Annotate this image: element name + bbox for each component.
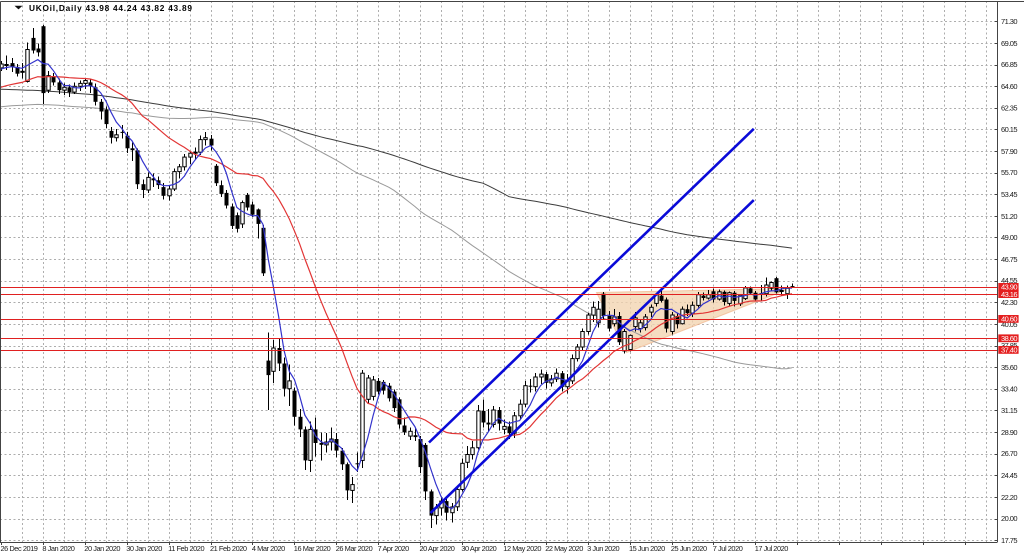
svg-text:51.20: 51.20 (1001, 212, 1017, 221)
svg-text:44.55: 44.55 (1001, 276, 1017, 285)
svg-text:60.15: 60.15 (1001, 125, 1017, 134)
svg-text:43.16: 43.16 (1001, 290, 1017, 299)
svg-text:7 Jul 2020: 7 Jul 2020 (713, 544, 743, 553)
svg-text:28.90: 28.90 (1001, 428, 1017, 437)
svg-text:40.60: 40.60 (1001, 315, 1017, 324)
svg-text:37.40: 37.40 (1001, 346, 1017, 355)
svg-text:53.45: 53.45 (1001, 190, 1017, 199)
svg-text:30 Jan 2020: 30 Jan 2020 (126, 544, 162, 553)
svg-text:26 Mar 2020: 26 Mar 2020 (336, 544, 373, 553)
svg-text:20 Apr 2020: 20 Apr 2020 (420, 544, 455, 553)
svg-text:64.60: 64.60 (1001, 82, 1017, 91)
svg-text:69.05: 69.05 (1001, 39, 1017, 48)
svg-text:20 Jan 2020: 20 Jan 2020 (84, 544, 120, 553)
svg-text:31.15: 31.15 (1001, 406, 1017, 415)
svg-text:37.85: 37.85 (1001, 341, 1017, 350)
svg-text:3 Jun 2020: 3 Jun 2020 (587, 544, 619, 553)
svg-text:66.85: 66.85 (1001, 60, 1017, 69)
svg-text:26 Dec 2019: 26 Dec 2019 (1, 544, 38, 553)
svg-text:17.75: 17.75 (1001, 536, 1017, 545)
svg-text:20.00: 20.00 (1001, 514, 1017, 523)
svg-text:22.20: 22.20 (1001, 493, 1017, 502)
svg-text:40.05: 40.05 (1001, 320, 1017, 329)
svg-text:35.60: 35.60 (1001, 363, 1017, 372)
svg-text:22 May 2020: 22 May 2020 (545, 544, 583, 553)
svg-text:30 Apr 2020: 30 Apr 2020 (461, 544, 496, 553)
svg-text:8 Jan 2020: 8 Jan 2020 (42, 544, 74, 553)
svg-text:62.35: 62.35 (1001, 104, 1017, 113)
svg-text:42.30: 42.30 (1001, 298, 1017, 307)
svg-text:11 Feb 2020: 11 Feb 2020 (168, 544, 204, 553)
svg-text:4 Mar 2020: 4 Mar 2020 (252, 544, 285, 553)
svg-text:25 Jun 2020: 25 Jun 2020 (671, 544, 707, 553)
svg-text:49.00: 49.00 (1001, 233, 1017, 242)
svg-text:21 Feb 2020: 21 Feb 2020 (210, 544, 247, 553)
svg-text:UKOil,Daily 43.98 44.24 43.82: UKOil,Daily 43.98 44.24 43.82 43.89 (29, 3, 193, 13)
svg-text:16 Mar 2020: 16 Mar 2020 (294, 544, 331, 553)
svg-text:33.40: 33.40 (1001, 384, 1017, 393)
svg-text:71.30: 71.30 (1001, 17, 1017, 26)
svg-text:46.75: 46.75 (1001, 255, 1017, 264)
svg-text:57.90: 57.90 (1001, 147, 1017, 156)
svg-text:24.45: 24.45 (1001, 471, 1017, 480)
svg-text:38.60: 38.60 (1001, 334, 1017, 343)
svg-text:17 Jul 2020: 17 Jul 2020 (755, 544, 789, 553)
svg-text:26.70: 26.70 (1001, 449, 1017, 458)
svg-text:55.70: 55.70 (1001, 168, 1017, 177)
svg-text:15 Jun 2020: 15 Jun 2020 (629, 544, 665, 553)
svg-text:7 Apr 2020: 7 Apr 2020 (378, 544, 410, 553)
svg-text:12 May 2020: 12 May 2020 (503, 544, 541, 553)
svg-text:43.90: 43.90 (1001, 283, 1017, 292)
